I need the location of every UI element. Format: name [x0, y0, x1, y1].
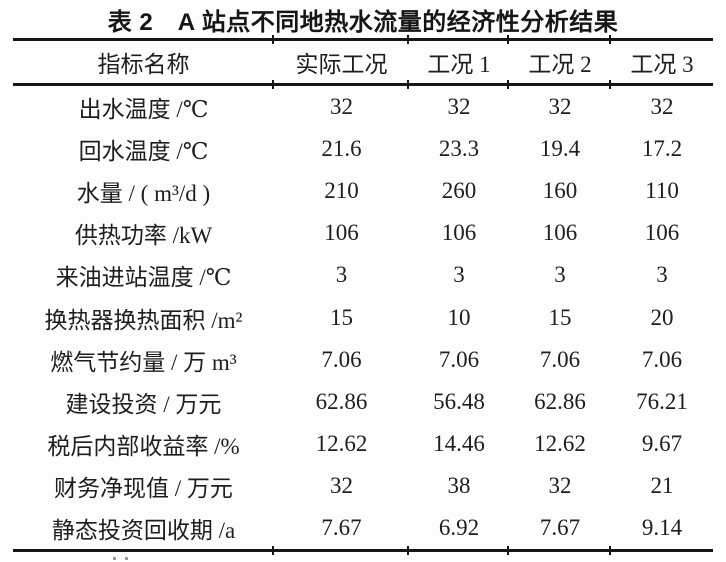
row-label: 水量 / ( m³/d )	[76, 181, 211, 207]
cell-value: 21	[650, 472, 674, 498]
column-separator-tick	[272, 35, 274, 44]
row-label: 供热功率 /kW	[74, 223, 213, 249]
row-label: 燃气节约量 / 万 m³	[50, 349, 237, 375]
cell-value: 7.67	[539, 514, 581, 540]
top-rule	[13, 35, 713, 44]
cell-value: 15	[330, 304, 353, 330]
cell-value: 32	[650, 94, 674, 120]
cell-value: 7.06	[321, 346, 362, 372]
cell-value: 32	[447, 94, 471, 120]
cell-value: 9.67	[641, 430, 683, 456]
row-label: 税后内部收益率 /%	[47, 433, 240, 459]
column-header: 工况 1	[427, 52, 491, 77]
cell-value: 3	[335, 262, 348, 288]
cell-value: 76.21	[636, 388, 688, 414]
cell-value: 210	[324, 178, 359, 204]
table-row: 回水温度 /℃ 21.6 23.3 19.4 17.2	[13, 128, 713, 170]
cell-value: 7.06	[641, 346, 683, 372]
column-header: 指标名称	[97, 52, 190, 77]
bottom-rule	[13, 546, 713, 556]
row-label: 静态投资回收期 /a	[51, 517, 236, 543]
cell-value: 10	[447, 304, 471, 330]
cell-value: 106	[644, 220, 680, 246]
header-row: 指标名称 实际工况 工况 1 工况 2 工况 3	[13, 41, 713, 83]
column-separator-tick	[272, 80, 274, 89]
cell-value: 3	[554, 262, 566, 288]
cell-value: 6.92	[438, 514, 480, 540]
cell-value: 62.86	[534, 388, 586, 414]
table-row: 水量 / ( m³/d ) 210 260 160 110	[13, 170, 713, 212]
table-row: 建设投资 / 万元 62.86 56.48 62.86 76.21	[13, 381, 713, 423]
row-label: 财务净现值 / 万元	[54, 475, 233, 501]
column-separator-tick	[507, 546, 509, 556]
column-separator-tick	[507, 80, 509, 89]
cell-value: 23.3	[438, 136, 480, 162]
cell-value: 56.48	[433, 388, 485, 414]
cell-value: 106	[441, 220, 477, 246]
column-header: 工况 3	[630, 52, 694, 77]
cell-value: 62.86	[315, 388, 368, 414]
cell-value: 12.62	[315, 430, 368, 456]
table-row: 财务净现值 / 万元 32 38 32 21	[13, 465, 713, 507]
column-separator-tick	[407, 80, 409, 89]
table-caption: 表 2 A 站点不同地热水流量的经济性分析结果	[107, 8, 619, 36]
cell-value: 7.06	[539, 346, 581, 372]
table-row: 换热器换热面积 /m² 15 10 15 20	[13, 296, 713, 338]
cell-value: 20	[650, 304, 674, 330]
column-separator-tick	[407, 35, 409, 44]
cell-value: 14.46	[433, 430, 485, 456]
economics-table: 指标名称 实际工况 工况 1 工况 2 工况 3 出水温度 /℃ 32 32 3…	[13, 35, 713, 560]
cell-value: 19.4	[539, 136, 581, 162]
column-separator-tick	[609, 546, 611, 556]
header-rule	[13, 80, 713, 89]
column-separator-tick	[407, 546, 409, 556]
cell-value: 17.2	[641, 136, 683, 162]
column-separator-tick	[272, 546, 274, 556]
cell-value: 106	[324, 220, 359, 246]
cell-value: 106	[542, 220, 578, 246]
cell-value: 3	[453, 262, 465, 288]
cropped-next-line-fragment	[113, 556, 143, 560]
cell-value: 160	[542, 178, 578, 204]
cell-value: 32	[330, 472, 353, 498]
column-header: 工况 2	[528, 52, 592, 77]
cell-value: 260	[441, 178, 477, 204]
cell-value: 32	[548, 94, 572, 120]
cell-value: 3	[656, 262, 668, 288]
row-label: 来油进站温度 /℃	[55, 265, 232, 291]
cell-value: 15	[548, 304, 572, 330]
table-row: 供热功率 /kW 106 106 106 106	[13, 212, 713, 254]
cell-value: 21.6	[321, 136, 362, 162]
cell-value: 110	[645, 178, 679, 204]
cell-value: 32	[330, 94, 353, 120]
table-row: 静态投资回收期 /a 7.67 6.92 7.67 9.14	[13, 507, 713, 549]
row-label: 换热器换热面积 /m²	[44, 307, 243, 333]
cell-value: 32	[548, 472, 572, 498]
table-row: 燃气节约量 / 万 m³ 7.06 7.06 7.06 7.06	[13, 339, 713, 381]
column-separator-tick	[609, 35, 611, 44]
row-label: 建设投资 / 万元	[65, 391, 222, 417]
cell-value: 12.62	[534, 430, 586, 456]
table-row: 出水温度 /℃ 32 32 32 32	[13, 86, 713, 128]
cell-value: 7.06	[438, 346, 480, 372]
row-label: 出水温度 /℃	[78, 97, 209, 123]
cell-value: 9.14	[641, 514, 683, 540]
column-separator-tick	[507, 35, 509, 44]
row-label: 回水温度 /℃	[78, 139, 209, 165]
column-header: 实际工况	[295, 52, 388, 77]
table-row: 来油进站温度 /℃ 3 3 3 3	[13, 254, 713, 296]
cell-value: 7.67	[321, 514, 362, 540]
cell-value: 38	[447, 472, 471, 498]
column-separator-tick	[609, 80, 611, 89]
table-row: 税后内部收益率 /% 12.62 14.46 12.62 9.67	[13, 423, 713, 465]
